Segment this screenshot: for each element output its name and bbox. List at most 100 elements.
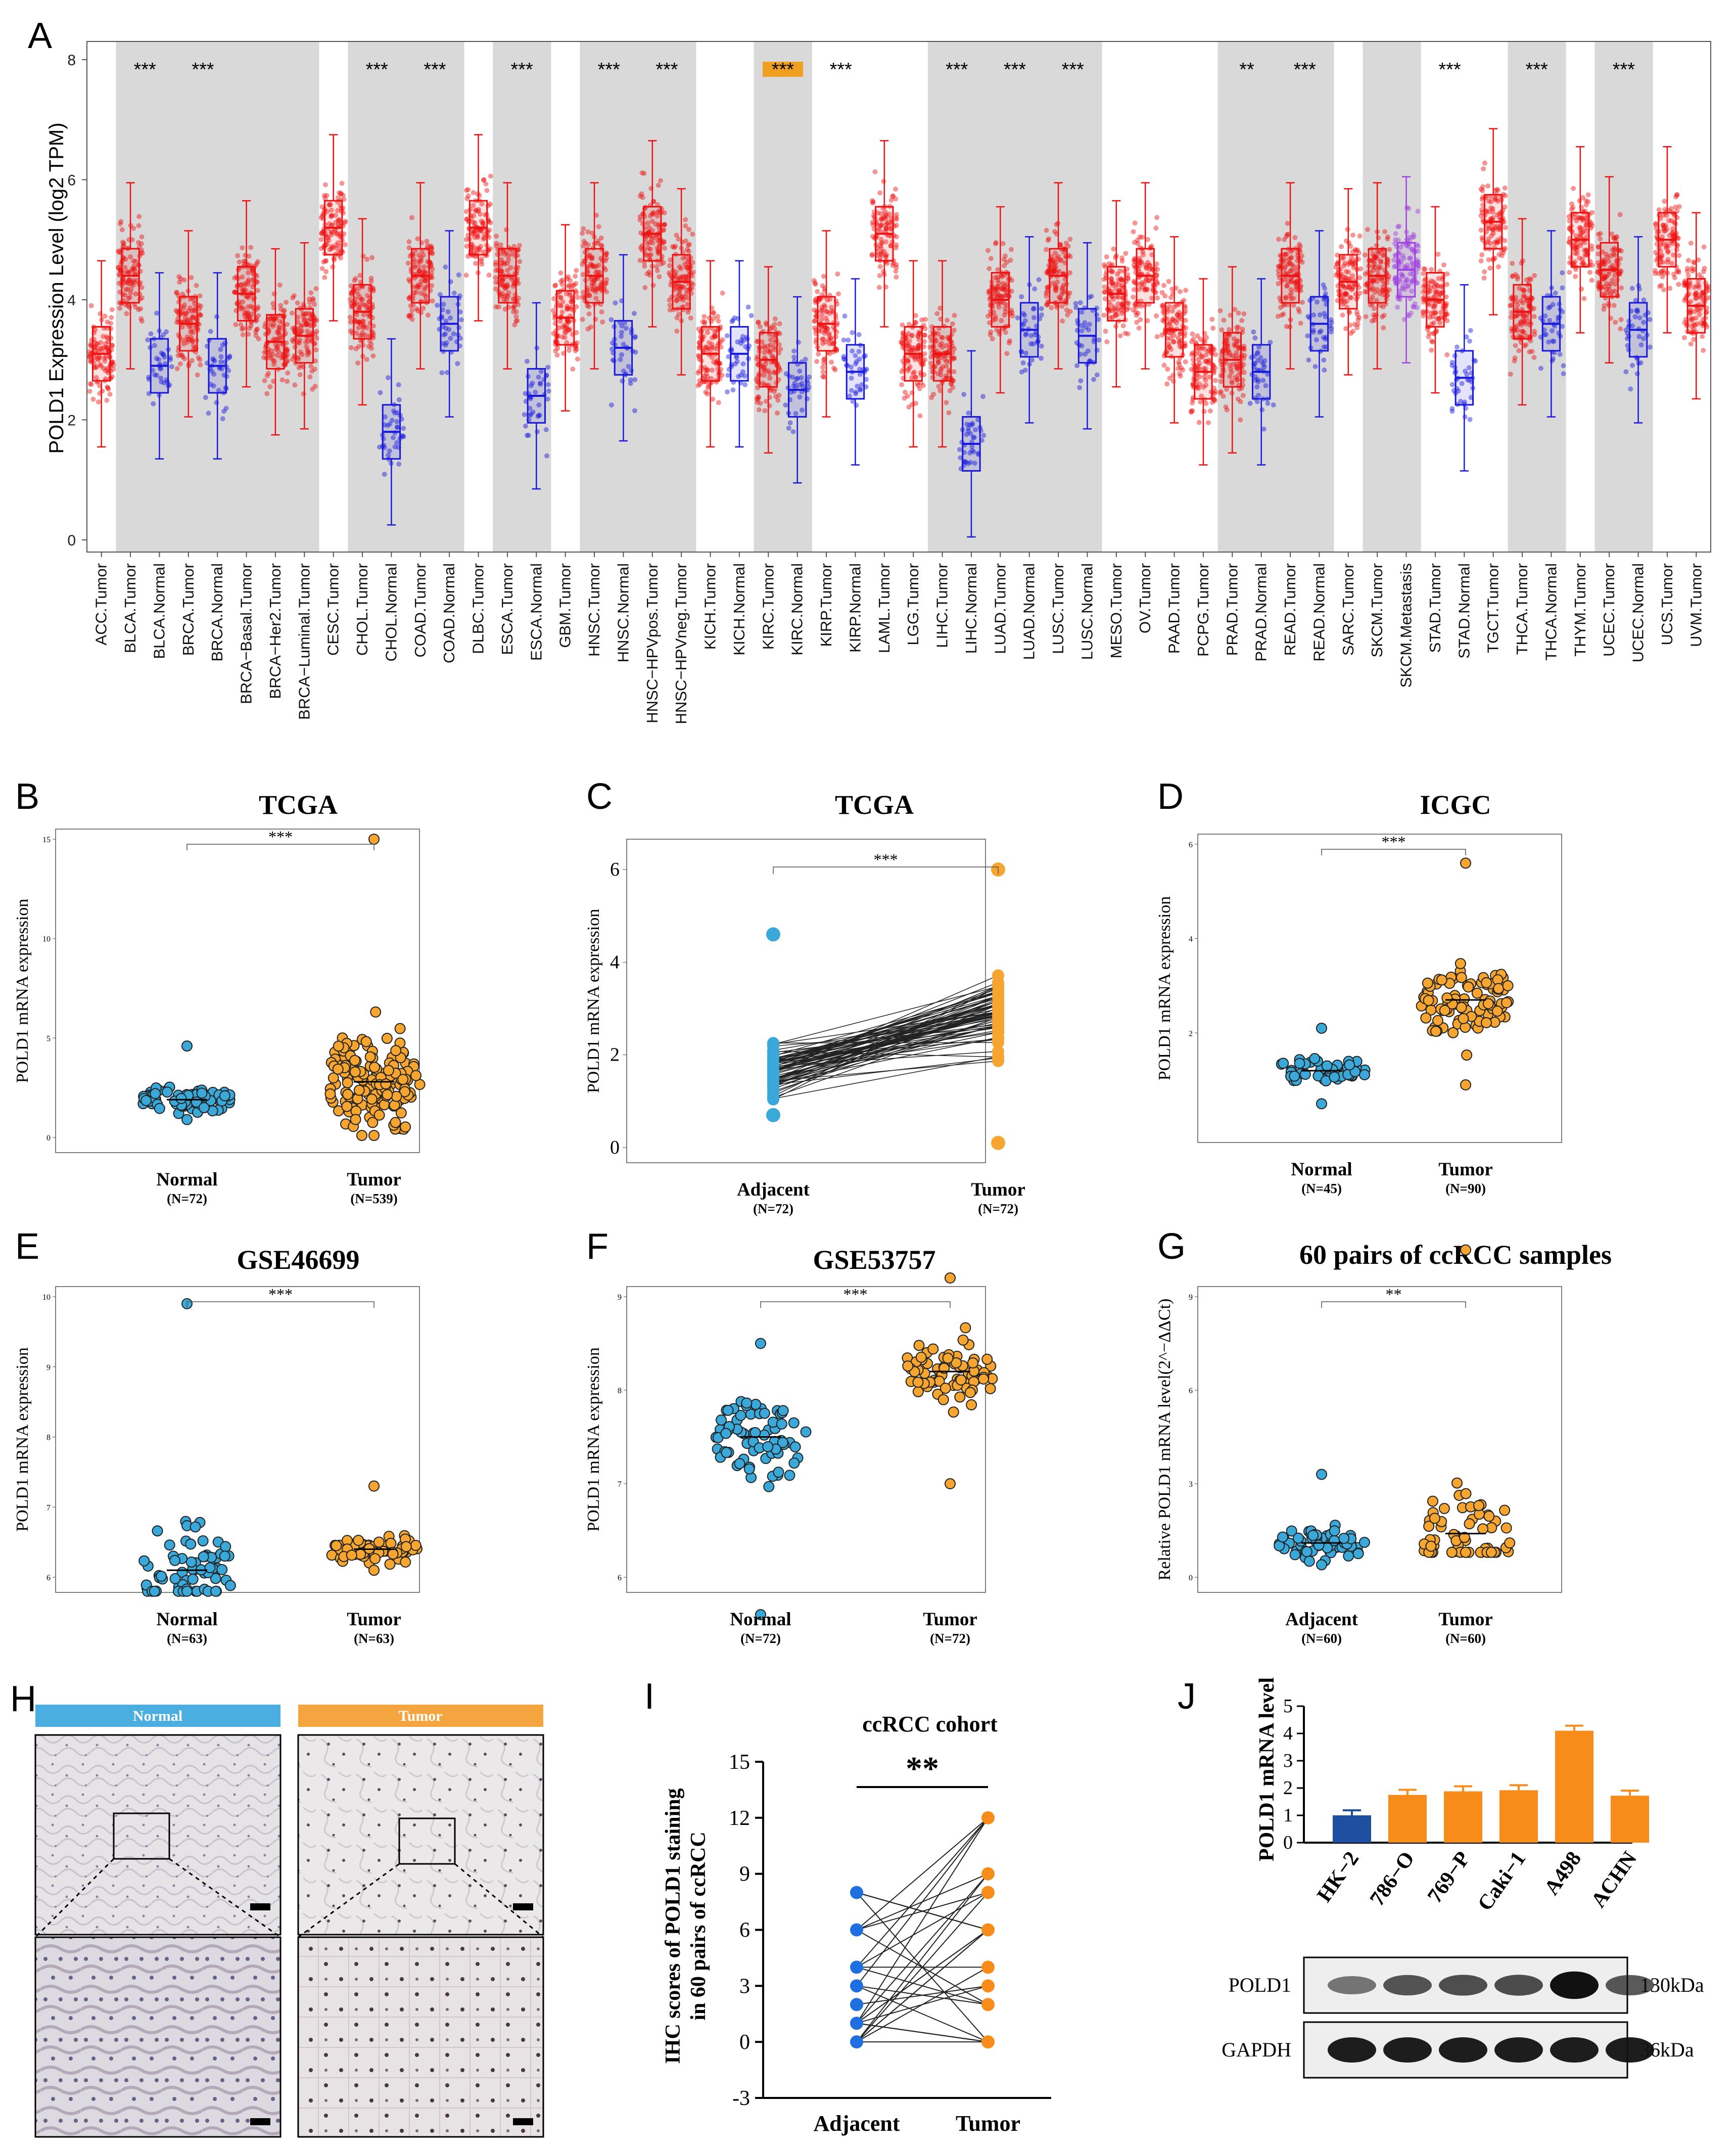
data-point <box>363 303 368 308</box>
data-point <box>880 269 886 275</box>
data-point <box>161 352 166 357</box>
data-point <box>321 259 326 265</box>
category-label: THCA.Tumor <box>1513 563 1531 655</box>
data-point <box>1561 371 1566 377</box>
data-point <box>285 352 291 358</box>
data-point <box>342 220 347 225</box>
data-point <box>324 193 330 198</box>
data-point <box>683 238 688 244</box>
data-point <box>1138 303 1144 309</box>
data-point <box>117 300 122 305</box>
data-point <box>187 305 193 310</box>
data-point <box>475 191 481 197</box>
data-point <box>1204 335 1209 340</box>
data-point <box>176 274 182 280</box>
data-point <box>127 277 132 283</box>
data-point <box>169 364 174 370</box>
data-point <box>1159 290 1165 295</box>
data-point <box>667 263 672 268</box>
data-point <box>273 315 278 321</box>
data-point <box>158 376 164 381</box>
data-point <box>248 245 254 250</box>
data-point <box>1049 305 1054 310</box>
data-point <box>890 194 896 199</box>
data-point <box>90 396 96 402</box>
data-point <box>919 317 925 323</box>
data-point <box>277 326 283 331</box>
data-point <box>95 341 100 346</box>
data-point <box>890 263 896 268</box>
data-point <box>353 330 359 336</box>
data-point <box>415 259 421 264</box>
data-point <box>401 426 406 431</box>
data-point <box>1528 277 1534 282</box>
data-point <box>1240 393 1246 398</box>
data-point <box>1415 266 1421 271</box>
data-point <box>242 313 248 318</box>
data-point <box>296 365 302 371</box>
data-point <box>1155 295 1160 301</box>
data-point <box>1074 363 1080 369</box>
data-point <box>358 297 364 302</box>
data-point <box>276 349 281 354</box>
data-point <box>1039 312 1044 317</box>
data-point <box>343 242 348 248</box>
data-point <box>158 366 163 372</box>
data-point <box>429 262 434 267</box>
data-point <box>1003 253 1008 259</box>
data-point <box>242 281 248 287</box>
data-point <box>1482 269 1487 275</box>
data-point <box>319 266 325 271</box>
data-point <box>357 304 362 310</box>
data-point <box>87 381 93 386</box>
data-point <box>894 234 899 240</box>
data-point <box>628 381 633 386</box>
data-point <box>1232 307 1238 312</box>
data-point <box>116 281 122 286</box>
data-point <box>430 298 435 304</box>
data-point <box>1000 241 1006 246</box>
data-point <box>267 316 272 322</box>
data-point <box>139 250 145 256</box>
data-point <box>311 302 317 307</box>
data-point <box>270 317 275 323</box>
data-point <box>124 311 129 316</box>
data-point <box>253 329 259 335</box>
shade-band <box>957 41 987 552</box>
data-point <box>244 315 249 321</box>
data-point <box>197 306 202 312</box>
data-point <box>261 354 267 360</box>
data-point <box>246 282 251 287</box>
data-point <box>745 304 751 310</box>
data-point <box>253 333 259 338</box>
data-point <box>189 358 195 363</box>
data-point <box>688 315 693 321</box>
data-point <box>568 278 573 283</box>
data-point <box>357 319 362 325</box>
data-point <box>585 303 590 308</box>
data-point <box>1276 237 1282 242</box>
data-point <box>946 410 952 416</box>
data-point <box>119 227 125 233</box>
data-point <box>272 316 277 322</box>
category-label: HNSC.Tumor <box>585 563 603 657</box>
data-point <box>184 340 190 345</box>
data-point <box>1435 251 1441 257</box>
data-point <box>353 300 359 306</box>
data-point <box>338 255 343 261</box>
data-point <box>494 241 499 246</box>
data-point <box>301 317 307 323</box>
data-point <box>312 384 318 389</box>
data-point <box>1481 166 1486 171</box>
data-point <box>242 287 247 293</box>
data-point <box>1139 235 1145 240</box>
data-point <box>1421 289 1426 295</box>
data-point <box>211 357 216 363</box>
data-point <box>1154 334 1160 340</box>
data-point <box>361 324 367 329</box>
data-point <box>389 418 395 423</box>
data-point <box>1221 317 1227 323</box>
data-point <box>181 305 186 310</box>
data-point <box>1155 281 1160 287</box>
